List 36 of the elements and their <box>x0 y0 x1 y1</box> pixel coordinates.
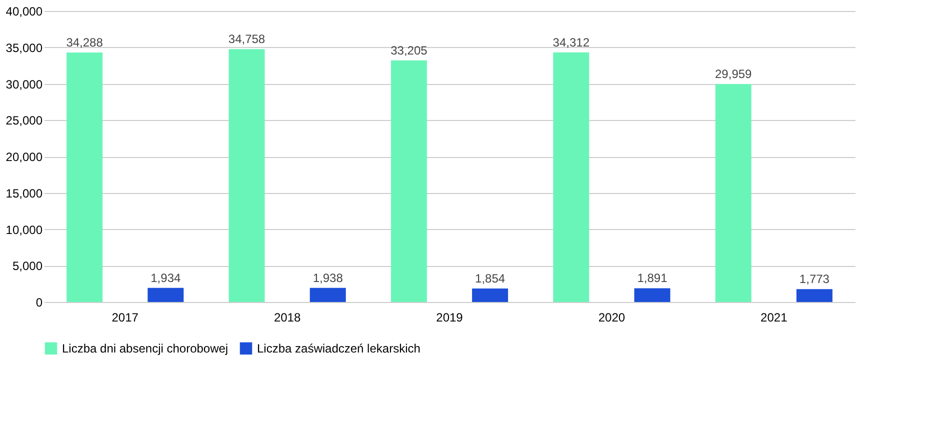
bar <box>715 84 752 302</box>
bar <box>472 288 508 302</box>
bar <box>796 289 832 302</box>
bar <box>634 288 670 302</box>
y-tick-label: 20,000 <box>6 150 43 164</box>
x-tick-label: 2020 <box>598 310 626 324</box>
bar <box>66 52 103 302</box>
bar <box>148 288 184 302</box>
data-label: 1,773 <box>799 272 830 286</box>
data-label: 34,288 <box>66 36 104 50</box>
x-tick-label: 2018 <box>274 310 301 324</box>
bar <box>310 288 346 302</box>
data-label: 1,854 <box>475 272 506 286</box>
y-tick-label: 10,000 <box>6 222 43 237</box>
bar <box>390 60 427 302</box>
legend-label: Liczba zaświadczeń lekarskich <box>257 341 420 356</box>
data-label: 1,934 <box>150 270 181 285</box>
y-tick-label: 40,000 <box>6 4 43 18</box>
data-label: 33,205 <box>390 43 428 58</box>
data-label: 1,938 <box>312 270 344 285</box>
y-tick-label: 35,000 <box>6 40 43 55</box>
y-tick-label: 15,000 <box>6 186 43 200</box>
y-tick-label: 25,000 <box>6 114 43 128</box>
data-label: 34,312 <box>552 35 590 50</box>
data-label: 34,758 <box>228 32 266 46</box>
x-tick-label: 2021 <box>760 310 788 324</box>
bar <box>553 52 590 302</box>
legend-label: Liczba dni absencji chorobowej <box>62 341 228 356</box>
x-tick-label: 2019 <box>436 310 464 324</box>
y-tick-label: 30,000 <box>6 77 43 92</box>
y-tick-label: 0 <box>36 296 43 310</box>
bar <box>228 49 265 302</box>
data-label: 1,891 <box>637 271 668 286</box>
data-label: 29,959 <box>715 67 752 82</box>
y-tick-label: 5,000 <box>12 259 43 274</box>
x-tick-label: 2017 <box>112 310 139 324</box>
